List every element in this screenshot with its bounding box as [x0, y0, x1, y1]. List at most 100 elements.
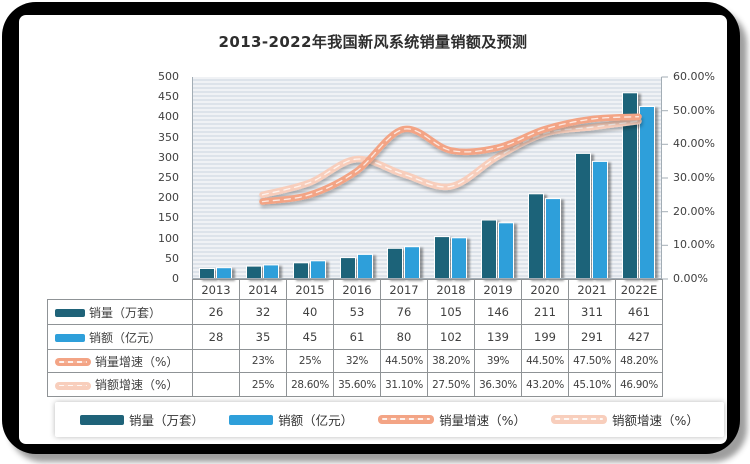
right-axis-tick-label: 60.00%: [673, 70, 715, 83]
value-cell: 45.10%: [568, 372, 616, 397]
value-cell: 25%: [239, 372, 287, 397]
left-axis-tick-label: 100: [158, 231, 179, 245]
left-axis-tick-label: 350: [158, 130, 179, 144]
right-axis-tick-label: 50.00%: [673, 103, 715, 117]
year-cell: 2021: [568, 279, 616, 300]
left-axis-tick-label: 0: [172, 272, 179, 285]
value-cell: 28: [192, 324, 240, 350]
value-cell: 35: [239, 324, 287, 350]
legend-item: 销额增速（%）: [551, 410, 699, 429]
value-cell: 199: [521, 324, 569, 350]
value-cell: 45: [286, 324, 334, 350]
right-axis-tick-label: 40.00%: [673, 137, 715, 151]
value-cell: 25%: [286, 349, 334, 373]
series-label-cell: 销量增速（%）: [47, 349, 193, 373]
value-cell: 39%: [474, 349, 522, 373]
series-label: 销额增速（%）: [95, 378, 179, 392]
value-cell: 40: [286, 299, 334, 325]
chart-legend: 销量（万套） 销额（亿元） 销量增速（%） 销额增速（%）: [55, 402, 724, 437]
line-swatch-icon: [55, 358, 91, 366]
series-label: 销额（亿元）: [89, 330, 162, 345]
legend-label: 销量（万套）: [129, 413, 205, 428]
right-axis-tick-label: 30.00%: [673, 171, 715, 184]
bars-sales-volume: [199, 92, 638, 280]
value-cell: 44.50%: [521, 349, 569, 373]
series-label: 销量增速（%）: [95, 354, 179, 369]
chart-card: 2013-2022年我国新风系统销量销额及预测 500 450 400 350 300 2…: [19, 15, 727, 444]
year-cell: 2013: [192, 279, 240, 300]
year-cell: 2020: [521, 279, 569, 300]
right-axis-tick-label: 0.00%: [673, 272, 708, 285]
series-label-cell: 销额（亿元）: [47, 324, 193, 350]
value-cell: 105: [427, 299, 475, 325]
year-cell: 2022E: [615, 279, 663, 300]
table-corner-blank: [48, 280, 193, 300]
value-cell: 26: [192, 299, 240, 325]
value-cell: 461: [615, 299, 663, 325]
table-row: 销额增速（%） 25% 28.60% 35.60% 31.10% 27.50% 36.30%…: [47, 372, 663, 397]
left-axis-tick-label: 150: [158, 211, 179, 225]
value-cell: 23%: [239, 349, 287, 373]
value-cell: 35.60%: [333, 372, 381, 397]
legend-label: 销额增速（%）: [612, 413, 699, 428]
left-axis-tick-label: 400: [158, 110, 179, 124]
plot-svg: [192, 76, 668, 280]
bar-swatch-icon: [229, 414, 274, 425]
left-axis-tick-label: 200: [158, 191, 179, 205]
legend-item: 销量（万套）: [80, 410, 204, 429]
data-table: 2013 2014 2015 2016 2017 2018 2019 2020 2021 2022…: [47, 279, 663, 397]
value-cell: 102: [427, 324, 475, 350]
value-cell: 47.50%: [568, 349, 616, 373]
legend-label: 销量增速（%）: [439, 413, 527, 428]
year-cell: 2016: [333, 279, 381, 300]
value-cell: 44.50%: [380, 349, 428, 373]
series-label: 销量（万套）: [89, 305, 162, 320]
value-cell: [192, 349, 240, 373]
legend-item: 销量增速（%）: [378, 410, 526, 429]
left-axis-tick-label: 250: [158, 171, 179, 184]
year-cell: 2014: [239, 279, 287, 300]
left-axis-tick-label: 450: [158, 90, 179, 104]
value-cell: 427: [615, 324, 663, 350]
line-sales-volume-growth: [259, 113, 642, 205]
year-cell: 2018: [427, 279, 475, 300]
value-cell: 46.90%: [615, 372, 663, 397]
value-cell: 61: [333, 324, 381, 350]
line-sales-amount-growth: [259, 117, 642, 199]
year-cell: 2015: [286, 279, 334, 300]
value-cell: 146: [474, 299, 522, 325]
bar-swatch-icon: [55, 309, 85, 317]
line-swatch-icon: [378, 415, 435, 424]
table-row: 销量（万套） 26 32 40 53 76 105 146 211 311 461: [47, 299, 663, 325]
value-cell: 211: [521, 299, 569, 325]
value-cell: [192, 372, 240, 397]
line-swatch-icon: [55, 381, 91, 390]
year-cell: 2019: [474, 279, 522, 300]
right-axis-tick-label: 20.00%: [673, 204, 715, 218]
table-row: 销额（亿元） 28 35 45 61 80 102 139 199 291 427: [47, 324, 663, 350]
axis-lines: [192, 76, 668, 280]
chart-title: 2013-2022年我国新风系统销量销额及预测: [218, 33, 528, 51]
left-axis-tick-label: 300: [158, 150, 179, 164]
bar-swatch-icon: [80, 414, 125, 425]
legend-label: 销额（亿元）: [278, 413, 354, 428]
right-axis-tick-label: 10.00%: [673, 238, 715, 252]
value-cell: 76: [380, 299, 428, 325]
series-label-cell: 销额增速（%）: [47, 372, 193, 397]
value-cell: 28.60%: [286, 372, 334, 397]
value-cell: 32%: [333, 349, 381, 373]
value-cell: 291: [568, 324, 616, 350]
device-frame: 2013-2022年我国新风系统销量销额及预测 500 450 400 350 300 2…: [2, 2, 740, 454]
value-cell: 32: [239, 299, 287, 325]
value-cell: 36.30%: [474, 372, 522, 397]
legend-item: 销额（亿元）: [229, 410, 353, 429]
value-cell: 53: [333, 299, 381, 325]
value-cell: 311: [568, 299, 616, 325]
left-axis-tick-label: 50: [165, 251, 179, 265]
bar-swatch-icon: [55, 334, 85, 342]
value-cell: 43.20%: [521, 372, 569, 397]
table-row-years: 2013 2014 2015 2016 2017 2018 2019 2020 2021 2022…: [48, 279, 663, 300]
year-cell: 2017: [380, 279, 428, 300]
left-axis-tick-label: 500: [158, 70, 179, 83]
